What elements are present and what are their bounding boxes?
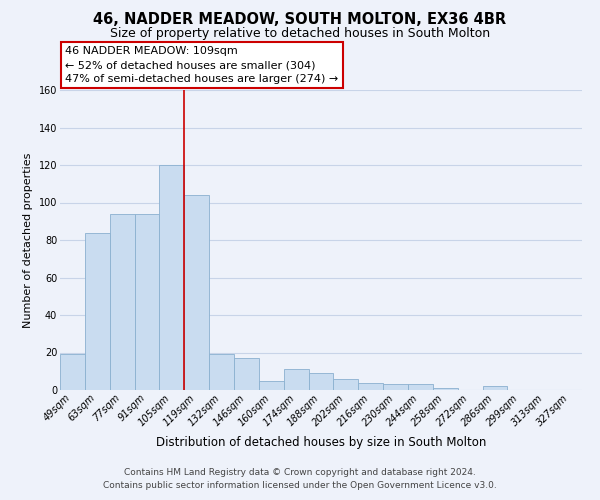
Bar — [209, 354, 234, 390]
Bar — [160, 165, 184, 390]
Bar — [334, 379, 358, 390]
Bar — [408, 384, 433, 390]
Text: Size of property relative to detached houses in South Molton: Size of property relative to detached ho… — [110, 28, 490, 40]
Text: 46 NADDER MEADOW: 109sqm
← 52% of detached houses are smaller (304)
47% of semi-: 46 NADDER MEADOW: 109sqm ← 52% of detach… — [65, 46, 338, 84]
Bar — [308, 373, 334, 390]
Bar — [85, 232, 110, 390]
Bar — [234, 358, 259, 390]
Bar — [383, 384, 408, 390]
Text: 46, NADDER MEADOW, SOUTH MOLTON, EX36 4BR: 46, NADDER MEADOW, SOUTH MOLTON, EX36 4B… — [94, 12, 506, 28]
Bar — [482, 386, 508, 390]
X-axis label: Distribution of detached houses by size in South Molton: Distribution of detached houses by size … — [156, 436, 486, 449]
Y-axis label: Number of detached properties: Number of detached properties — [23, 152, 33, 328]
Bar — [358, 382, 383, 390]
Bar — [184, 195, 209, 390]
Bar — [284, 370, 308, 390]
Bar — [259, 380, 284, 390]
Text: Contains HM Land Registry data © Crown copyright and database right 2024.
Contai: Contains HM Land Registry data © Crown c… — [103, 468, 497, 490]
Bar — [433, 388, 458, 390]
Bar — [60, 354, 85, 390]
Bar — [134, 214, 160, 390]
Bar — [110, 214, 134, 390]
